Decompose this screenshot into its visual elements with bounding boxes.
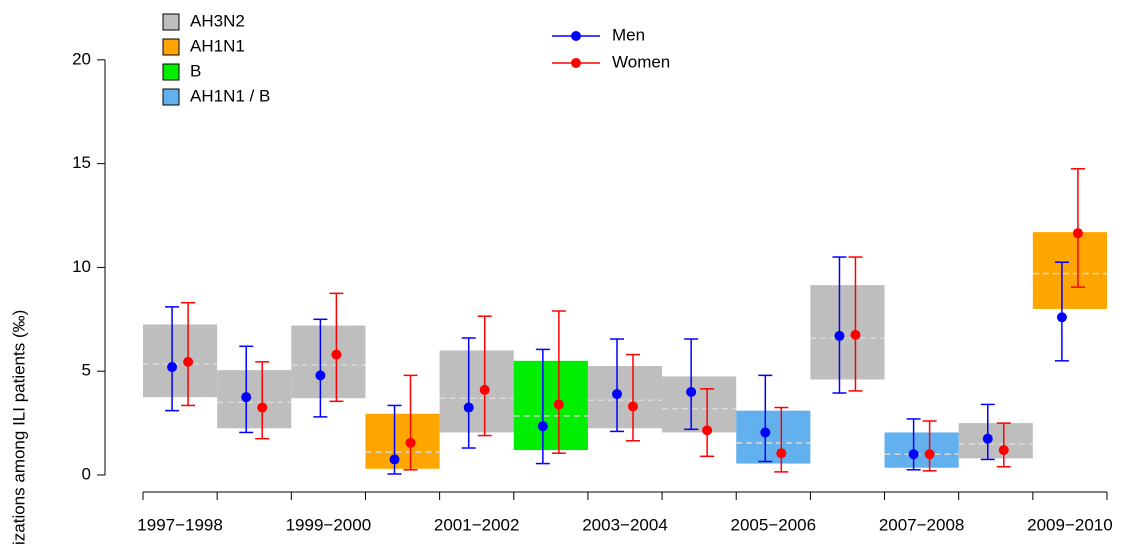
- point: [537, 421, 548, 432]
- point: [405, 437, 416, 448]
- legend-label: Men: [612, 25, 645, 44]
- season-box: [217, 370, 292, 429]
- y-tick-label: 10: [72, 257, 91, 276]
- y-tick-label: 20: [72, 49, 91, 68]
- season-box: [884, 432, 959, 468]
- x-tick-label: 1997−1998: [137, 515, 223, 534]
- season-box: [810, 285, 885, 380]
- season-box: [365, 413, 440, 469]
- legend-label: AH1N1: [190, 36, 245, 55]
- point: [1072, 228, 1083, 239]
- point: [479, 384, 490, 395]
- point: [612, 389, 622, 400]
- y-axis-label: izations among ILI patients (‰): [9, 310, 28, 545]
- point: [1056, 312, 1067, 323]
- legend-swatch: [162, 63, 180, 81]
- season-box: [587, 366, 663, 429]
- legend-label: B: [190, 61, 201, 80]
- y-tick-label: 0: [82, 464, 91, 483]
- y-tick-label: 5: [82, 361, 91, 380]
- legend-dot: [571, 58, 581, 68]
- legend-label: AH3N2: [190, 11, 245, 30]
- x-tick-label: 1999−2000: [286, 515, 372, 534]
- point: [834, 330, 845, 341]
- x-tick-label: 2001−2002: [434, 515, 520, 534]
- point: [183, 356, 194, 367]
- legend-swatch: [162, 13, 180, 31]
- season-box: [1032, 232, 1107, 309]
- season-box: [958, 423, 1033, 459]
- point: [850, 329, 861, 340]
- point: [553, 399, 564, 410]
- legend-swatch: [162, 88, 180, 106]
- legend-label: AH1N1 / B: [190, 86, 270, 105]
- season-box: [513, 360, 588, 451]
- season-box: [143, 324, 218, 398]
- point: [686, 386, 697, 397]
- point: [702, 425, 713, 436]
- point: [257, 402, 268, 413]
- point: [760, 427, 771, 438]
- point: [628, 401, 638, 412]
- point: [315, 370, 326, 381]
- legend-swatch: [162, 38, 180, 56]
- x-tick-label: 2005−2006: [731, 515, 817, 534]
- point: [776, 448, 787, 459]
- x-tick-label: 2007−2008: [879, 515, 965, 534]
- point: [998, 445, 1009, 456]
- point: [982, 433, 993, 444]
- y-tick-label: 15: [72, 153, 91, 172]
- point: [167, 362, 178, 373]
- point: [331, 349, 342, 360]
- legend-label: Women: [612, 52, 670, 71]
- x-tick-label: 2003−2004: [582, 515, 668, 534]
- point: [463, 402, 474, 413]
- season-box: [662, 376, 737, 433]
- season-box: [291, 325, 366, 399]
- point: [389, 454, 400, 465]
- x-tick-label: 2009−2010: [1027, 515, 1113, 534]
- point: [241, 392, 252, 403]
- season-box: [439, 350, 514, 433]
- legend-dot: [571, 31, 581, 41]
- season-box: [736, 410, 811, 464]
- point: [924, 449, 935, 460]
- point: [908, 449, 919, 460]
